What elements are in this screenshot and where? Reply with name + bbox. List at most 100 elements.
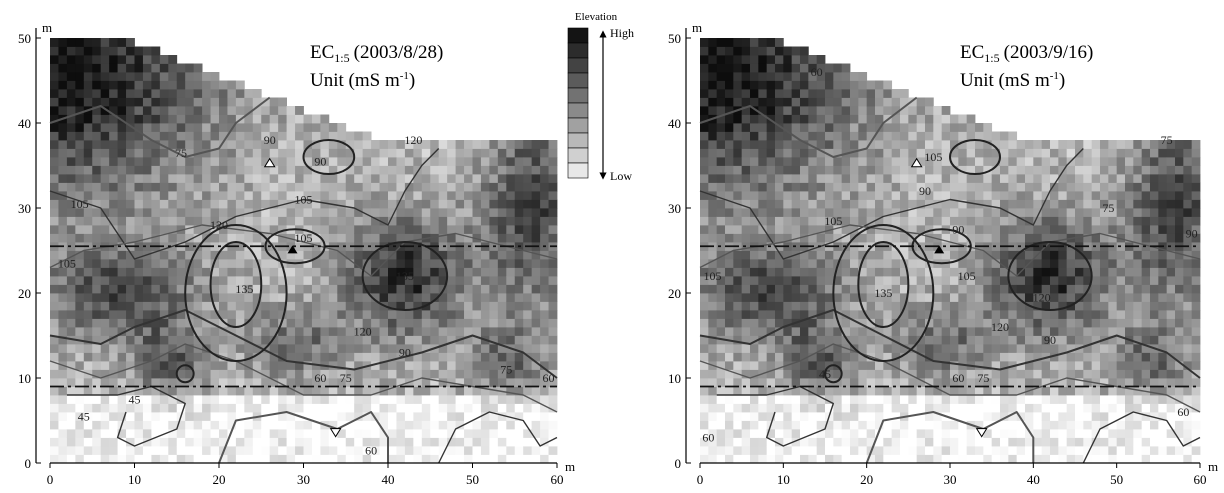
raster-cell (767, 259, 776, 268)
raster-cell (758, 353, 767, 362)
raster-cell (481, 268, 490, 277)
raster-cell (867, 404, 876, 413)
raster-cell (371, 259, 380, 268)
raster-cell (750, 81, 759, 90)
raster-cell (700, 395, 709, 404)
raster-cell (84, 319, 93, 328)
raster-cell (202, 123, 211, 132)
raster-cell (725, 191, 734, 200)
raster-cell (532, 276, 541, 285)
raster-cell (202, 370, 211, 379)
raster-cell (278, 344, 287, 353)
raster-cell (363, 370, 372, 379)
raster-cell (143, 115, 152, 124)
raster-cell (489, 183, 498, 192)
raster-cell (1017, 157, 1026, 166)
raster-cell (858, 455, 867, 464)
raster-cell (733, 319, 742, 328)
raster-cell (908, 268, 917, 277)
raster-cell (1142, 395, 1151, 404)
raster-cell (244, 259, 253, 268)
raster-cell (50, 293, 59, 302)
raster-cell (92, 123, 101, 132)
raster-cell (958, 336, 967, 345)
raster-cell (118, 106, 127, 115)
raster-cell (975, 412, 984, 421)
raster-cell (792, 242, 801, 251)
raster-cell (413, 395, 422, 404)
raster-cell (523, 378, 532, 387)
raster-cell (975, 183, 984, 192)
raster-cell (202, 208, 211, 217)
raster-cell (925, 344, 934, 353)
raster-cell (287, 140, 296, 149)
raster-cell (867, 395, 876, 404)
raster-cell (1075, 421, 1084, 430)
raster-cell (708, 166, 717, 175)
raster-cell (833, 183, 842, 192)
raster-cell (925, 106, 934, 115)
raster-cell (800, 378, 809, 387)
raster-cell (1100, 310, 1109, 319)
raster-cell (143, 310, 152, 319)
raster-cell (160, 455, 169, 464)
raster-cell (515, 251, 524, 260)
raster-cell (329, 310, 338, 319)
raster-cell (84, 225, 93, 234)
raster-cell (775, 208, 784, 217)
raster-cell (783, 140, 792, 149)
raster-cell (430, 140, 439, 149)
raster-cell (750, 132, 759, 141)
raster-cell (1125, 310, 1134, 319)
raster-cell (481, 455, 490, 464)
raster-cell (875, 174, 884, 183)
raster-cell (1025, 234, 1034, 243)
raster-cell (160, 361, 169, 370)
raster-cell (329, 327, 338, 336)
raster-cell (464, 327, 473, 336)
raster-cell (219, 276, 228, 285)
raster-cell (767, 446, 776, 455)
raster-cell (1067, 140, 1076, 149)
raster-cell (1075, 395, 1084, 404)
raster-cell (337, 157, 346, 166)
raster-cell (270, 310, 279, 319)
raster-cell (1083, 412, 1092, 421)
raster-cell (992, 276, 1001, 285)
raster-cell (1100, 276, 1109, 285)
raster-cell (143, 285, 152, 294)
raster-cell (118, 72, 127, 81)
raster-cell (219, 149, 228, 158)
raster-cell (135, 455, 144, 464)
raster-cell (833, 98, 842, 107)
raster-cell (202, 268, 211, 277)
raster-cell (456, 183, 465, 192)
raster-cell (430, 446, 439, 455)
raster-cell (767, 251, 776, 260)
raster-cell (92, 174, 101, 183)
raster-cell (295, 302, 304, 311)
raster-cell (750, 327, 759, 336)
raster-cell (194, 208, 203, 217)
raster-cell (817, 259, 826, 268)
raster-cell (1058, 293, 1067, 302)
raster-cell (346, 234, 355, 243)
raster-cell (75, 183, 84, 192)
raster-cell (84, 166, 93, 175)
raster-cell (354, 429, 363, 438)
raster-cell (925, 361, 934, 370)
raster-cell (700, 174, 709, 183)
raster-cell (489, 455, 498, 464)
raster-cell (50, 157, 59, 166)
raster-cell (700, 38, 709, 47)
raster-cell (850, 98, 859, 107)
raster-cell (717, 72, 726, 81)
raster-cell (253, 183, 262, 192)
raster-cell (109, 140, 118, 149)
raster-cell (58, 217, 67, 226)
raster-cell (733, 293, 742, 302)
raster-cell (346, 208, 355, 217)
raster-cell (287, 183, 296, 192)
raster-cell (295, 293, 304, 302)
raster-cell (758, 268, 767, 277)
